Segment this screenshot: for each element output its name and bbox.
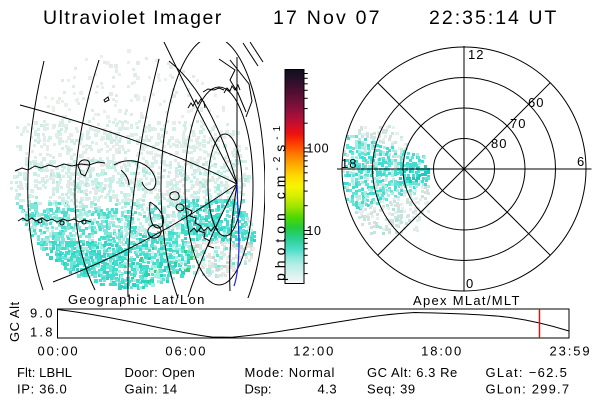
svg-text:Ultraviolet Imager: Ultraviolet Imager [43, 7, 223, 29]
svg-text:IP: 36.0: IP: 36.0 [17, 382, 67, 397]
svg-text:00:00: 00:00 [37, 344, 79, 359]
svg-text:9.0: 9.0 [30, 306, 55, 321]
svg-text:photon cm-2s-1: photon cm-2s-1 [272, 121, 288, 281]
svg-text:Door: Open: Door: Open [125, 365, 196, 380]
svg-text:23:59: 23:59 [549, 344, 591, 359]
svg-text:18: 18 [341, 156, 357, 171]
svg-text:12:00: 12:00 [293, 344, 335, 359]
svg-text:18:00: 18:00 [421, 344, 463, 359]
svg-text:GC Alt: 6.3 Re: GC Alt: 6.3 Re [367, 365, 458, 380]
svg-text:60: 60 [528, 95, 544, 110]
svg-text:80: 80 [491, 136, 507, 151]
svg-text:70: 70 [510, 116, 526, 131]
svg-text:Seq: 39: Seq: 39 [367, 382, 416, 397]
svg-text:1.8: 1.8 [30, 325, 55, 340]
svg-text:Gain: 14: Gain: 14 [125, 382, 178, 397]
svg-text:100: 100 [307, 142, 330, 156]
svg-text:Geographic Lat/Lon: Geographic Lat/Lon [68, 292, 206, 307]
svg-text:GLon: 299.7: GLon: 299.7 [486, 382, 571, 397]
svg-text:Apex MLat/MLT: Apex MLat/MLT [413, 293, 521, 308]
svg-text:17 Nov 07: 17 Nov 07 [273, 7, 382, 29]
svg-text:06:00: 06:00 [165, 344, 207, 359]
svg-text:Flt: LBHL: Flt: LBHL [17, 365, 72, 380]
svg-text:GC Alt: GC Alt [7, 301, 22, 342]
svg-text:12: 12 [468, 47, 484, 62]
svg-text:GLat: −62.5: GLat: −62.5 [486, 365, 569, 380]
svg-text:22:35:14 UT: 22:35:14 UT [429, 7, 558, 29]
svg-text:4.3: 4.3 [318, 382, 338, 397]
svg-text:Mode: Normal: Mode: Normal [245, 365, 336, 380]
svg-text:6: 6 [577, 154, 584, 169]
svg-text:0: 0 [466, 276, 473, 291]
svg-text:Dsp:: Dsp: [245, 382, 272, 397]
svg-text:10: 10 [307, 224, 322, 238]
